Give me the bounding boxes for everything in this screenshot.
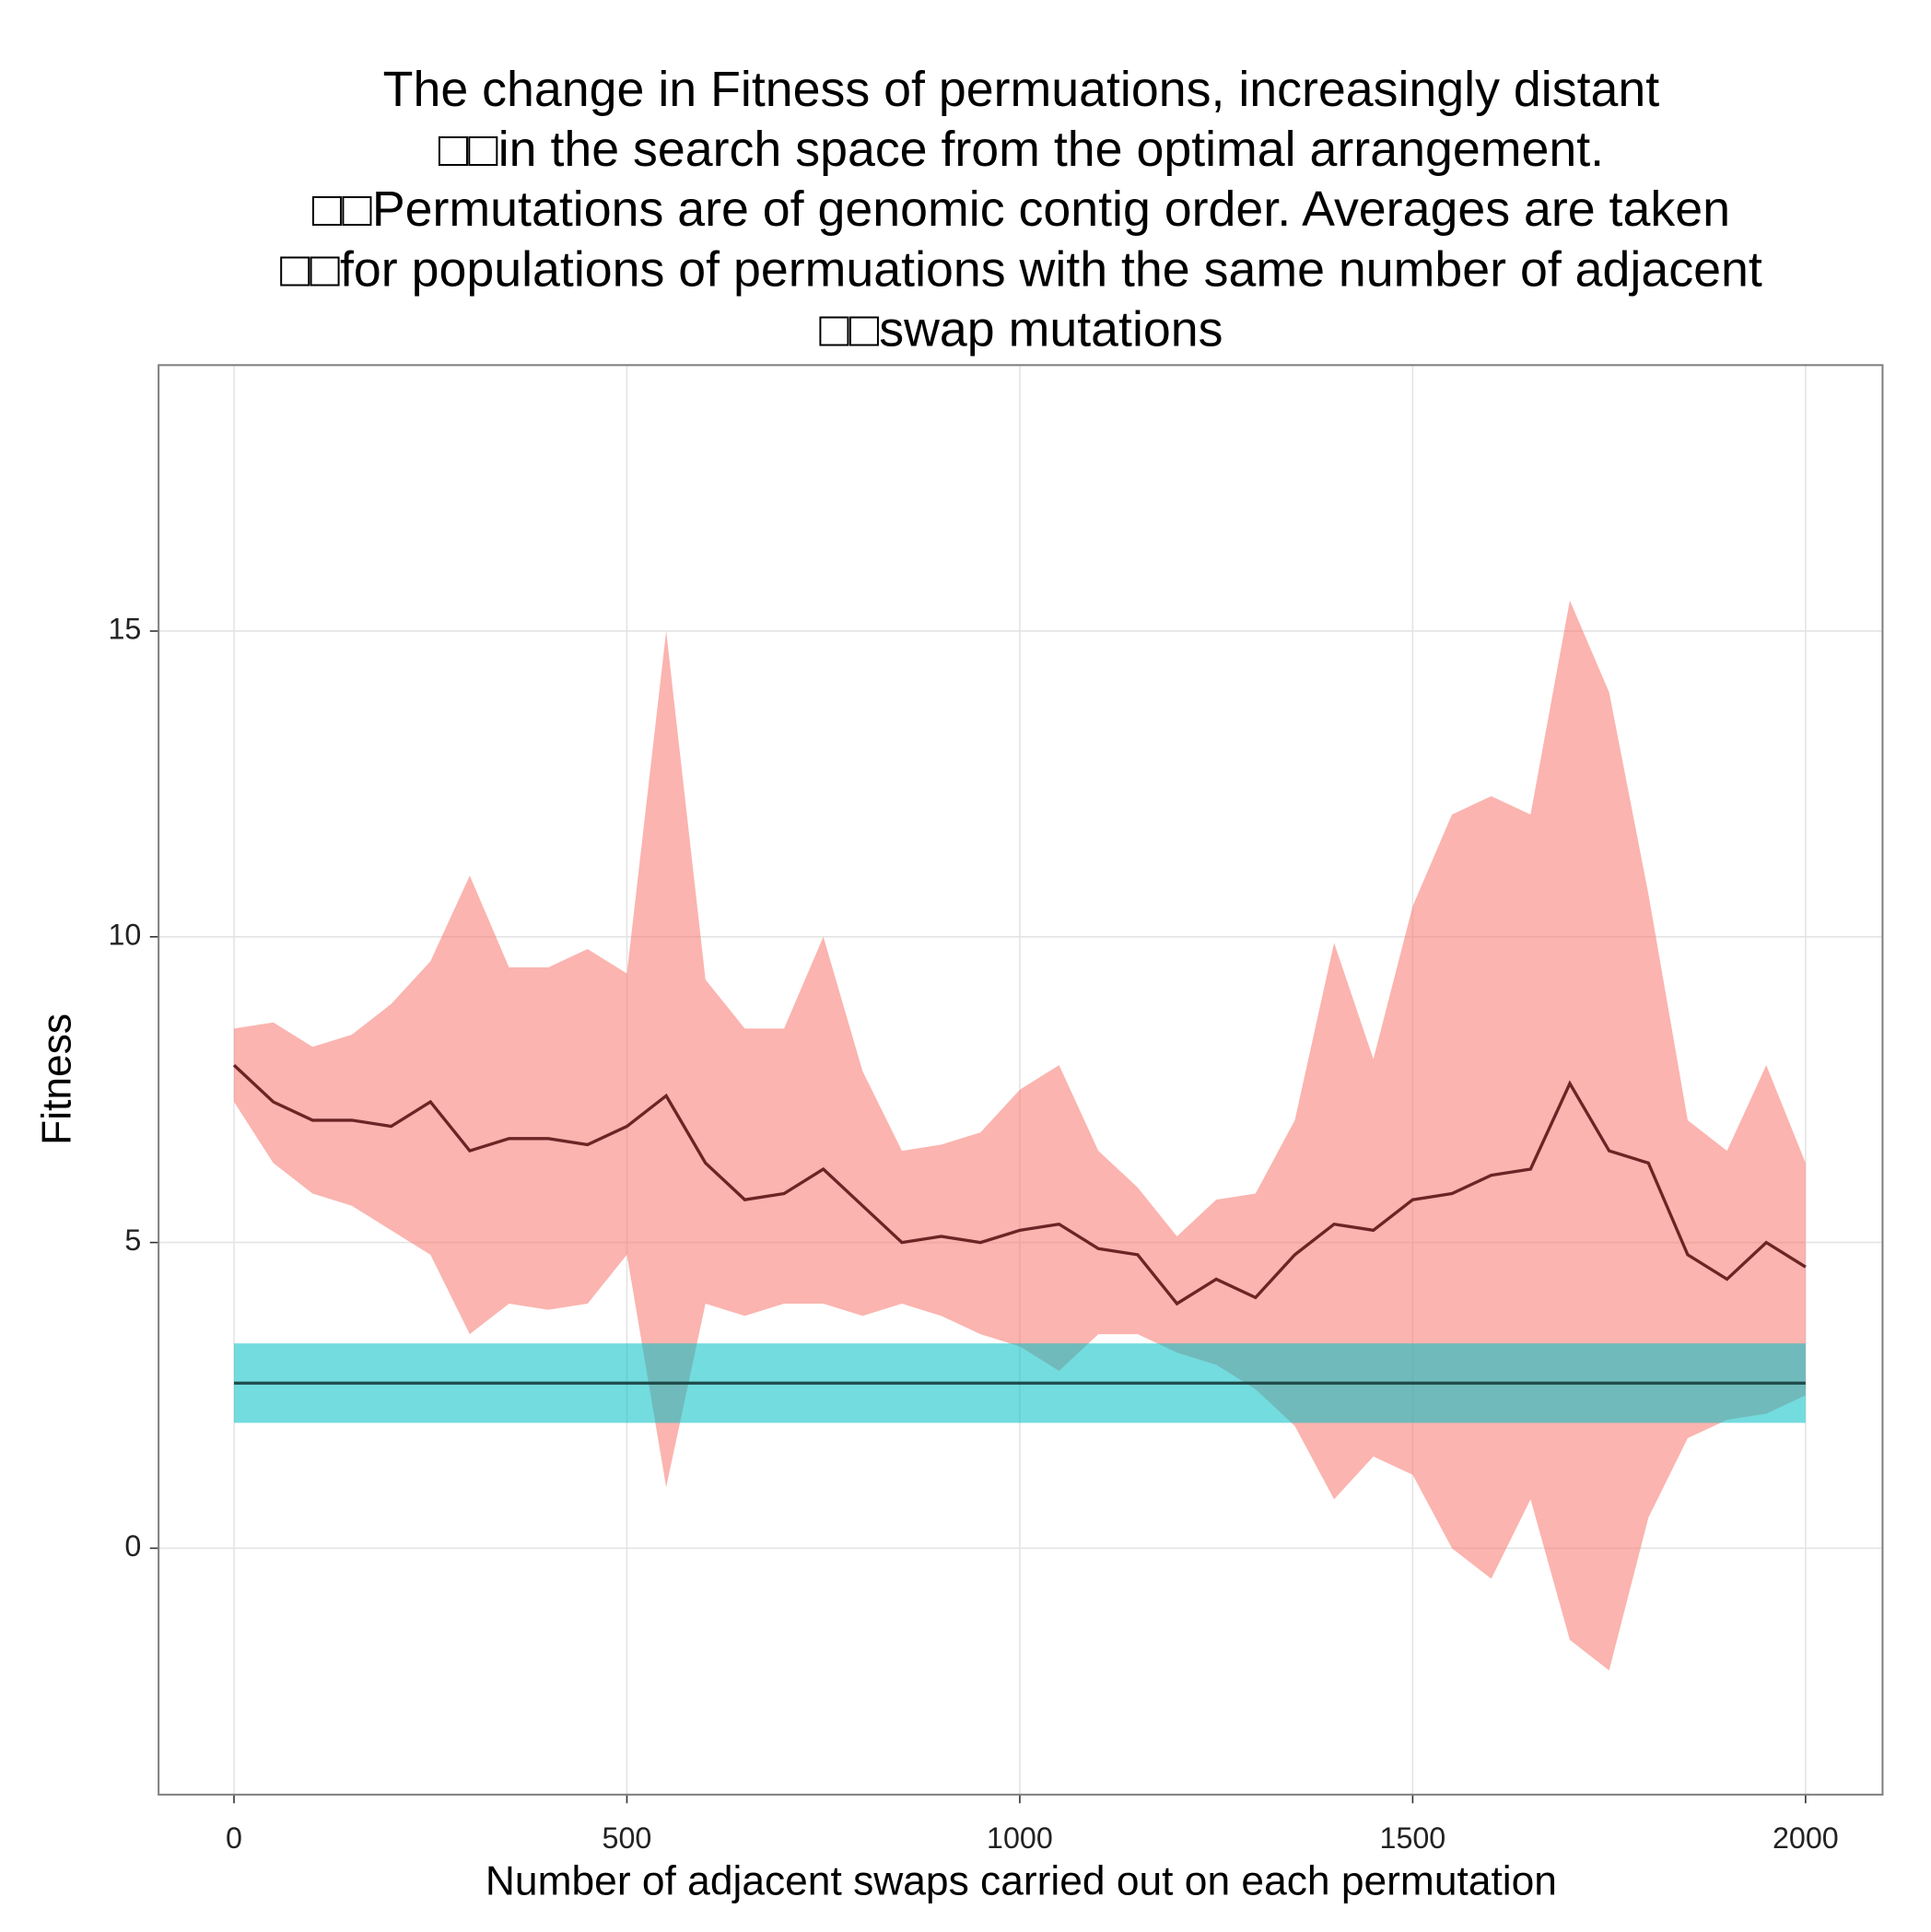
y-tick-label: 15 <box>108 612 141 645</box>
y-tick-label: 5 <box>124 1224 141 1257</box>
x-tick-label: 1500 <box>1380 1821 1446 1855</box>
chart-title: □□for populations of permuations with th… <box>280 241 1762 297</box>
chart-title: □□swap mutations <box>819 302 1223 357</box>
x-tick-label: 0 <box>226 1821 242 1855</box>
x-tick-label: 1000 <box>987 1821 1053 1855</box>
chart-title: □□Permutations are of genomic contig ord… <box>312 181 1730 237</box>
y-tick-label: 10 <box>108 918 141 951</box>
chart-title: The change in Fitness of permuations, in… <box>383 62 1660 117</box>
y-tick-label: 0 <box>124 1529 141 1563</box>
chart-title: □□in the search space from the optimal a… <box>439 122 1604 177</box>
y-axis-title: Fitness <box>34 1013 79 1145</box>
x-tick-label: 500 <box>603 1821 652 1855</box>
x-tick-label: 2000 <box>1773 1821 1839 1855</box>
title-block: The change in Fitness of permuations, in… <box>280 62 1762 357</box>
x-axis-title: Number of adjacent swaps carried out on … <box>486 1858 1557 1903</box>
plot-border <box>158 364 1884 1796</box>
mean-line <box>232 1063 1807 1306</box>
